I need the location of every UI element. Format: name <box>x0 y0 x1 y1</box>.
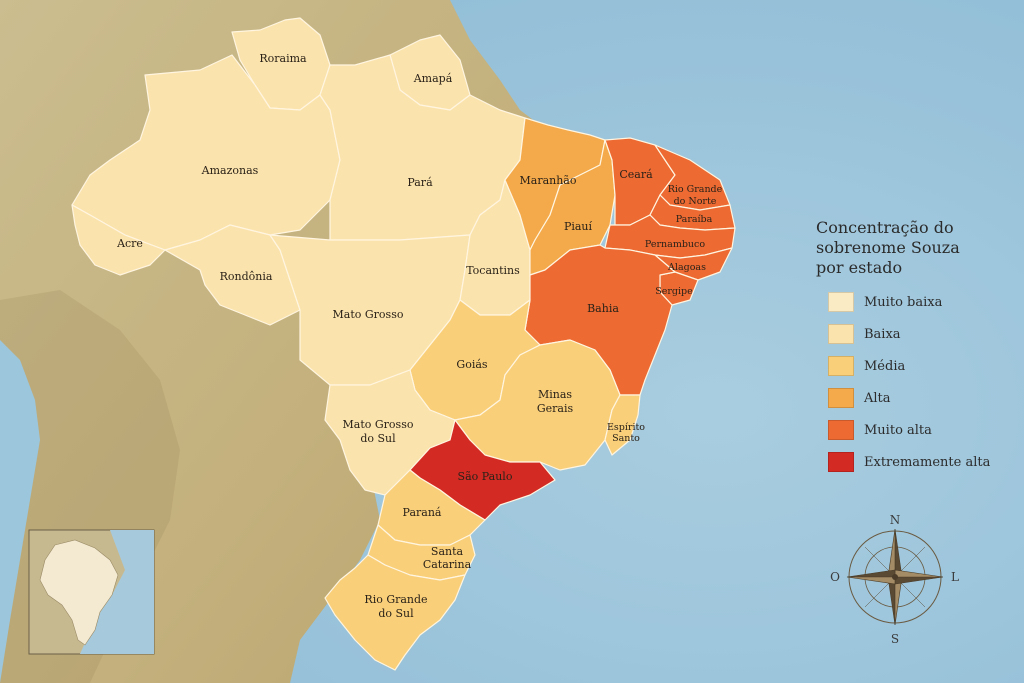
label-pernambuco: Pernambuco <box>645 239 705 250</box>
legend-swatch <box>828 420 854 440</box>
state-acre[interactable] <box>71 204 166 276</box>
legend-item-alta: Alta <box>828 388 891 408</box>
compass-east: L <box>951 570 959 584</box>
label-rio-grande-do-sul-1: Rio Grande <box>364 593 427 606</box>
legend-label: Média <box>864 358 906 374</box>
legend-item-media: Média <box>828 356 905 376</box>
label-piaui: Piauí <box>564 220 593 233</box>
state-espirito-santo[interactable] <box>604 394 641 456</box>
legend-swatch <box>828 452 854 472</box>
label-maranhao: Maranhão <box>520 174 577 187</box>
compass-south: S <box>891 632 899 646</box>
legend-label: Muito baixa <box>864 294 943 310</box>
label-santa-catarina-2: Catarina <box>423 558 472 571</box>
legend-title: Concentração do sobrenome Souza por esta… <box>816 218 1016 278</box>
label-amazonas: Amazonas <box>201 164 259 177</box>
compass-west: O <box>830 570 840 584</box>
legend-swatch <box>828 292 854 312</box>
state-labels: Roraima Amapá Amazonas Pará Acre Rondôni… <box>116 52 723 620</box>
compass-rose: N S L O <box>830 513 959 646</box>
label-rio-grande-do-sul-2: do Sul <box>378 607 414 620</box>
label-rondonia: Rondônia <box>220 270 273 283</box>
label-santa-catarina-1: Santa <box>431 545 464 558</box>
legend-title-line-1: Concentração do <box>816 218 954 237</box>
legend-swatch <box>828 388 854 408</box>
label-minas-gerais-2: Gerais <box>537 402 574 415</box>
label-para: Pará <box>407 176 433 189</box>
label-sao-paulo: São Paulo <box>458 470 513 483</box>
label-espirito-santo-2: Santo <box>612 433 640 444</box>
legend-label: Extremamente alta <box>864 454 991 470</box>
label-mato-grosso-do-sul-1: Mato Grosso <box>343 418 414 431</box>
legend-label: Muito alta <box>864 422 932 438</box>
label-parana: Paraná <box>403 506 442 519</box>
label-paraiba: Paraíba <box>676 214 713 225</box>
label-sergipe: Sergipe <box>655 286 693 297</box>
state-rio-grande-do-sul[interactable] <box>324 554 466 671</box>
inset-map <box>28 529 155 655</box>
pacific-coast <box>0 340 40 683</box>
label-ceara: Ceará <box>619 168 653 181</box>
legend-item-baixa: Baixa <box>828 324 901 344</box>
legend-item-muito-alta: Muito alta <box>828 420 932 440</box>
legend-item-muito-baixa: Muito baixa <box>828 292 942 312</box>
legend-title-line-2: sobrenome Souza <box>816 238 960 257</box>
brazil-states <box>71 17 736 671</box>
label-alagoas: Alagoas <box>667 262 706 273</box>
compass-north: N <box>890 513 901 527</box>
label-minas-gerais-1: Minas <box>538 388 572 401</box>
legend-label: Alta <box>864 390 891 406</box>
legend-swatch <box>828 324 854 344</box>
label-mato-grosso-do-sul-2: do Sul <box>360 432 396 445</box>
label-mato-grosso: Mato Grosso <box>333 308 404 321</box>
label-amapa: Amapá <box>413 72 453 85</box>
label-tocantins: Tocantins <box>466 264 520 277</box>
label-bahia: Bahia <box>587 302 619 315</box>
legend-title-line-3: por estado <box>816 258 903 277</box>
label-roraima: Roraima <box>259 52 307 65</box>
inset-brazil-shape <box>39 539 119 646</box>
legend-item-extremamente-alta: Extremamente alta <box>828 452 990 472</box>
label-acre: Acre <box>116 237 143 250</box>
compass-major-points <box>846 528 944 626</box>
legend-swatch <box>828 356 854 376</box>
label-rio-grande-do-norte-2: do Norte <box>674 196 717 207</box>
inset-ocean <box>80 530 154 654</box>
label-rio-grande-do-norte-1: Rio Grande <box>668 184 723 195</box>
label-goias: Goiás <box>456 358 487 371</box>
label-espirito-santo-1: Espírito <box>607 422 645 433</box>
legend-label: Baixa <box>864 326 901 342</box>
